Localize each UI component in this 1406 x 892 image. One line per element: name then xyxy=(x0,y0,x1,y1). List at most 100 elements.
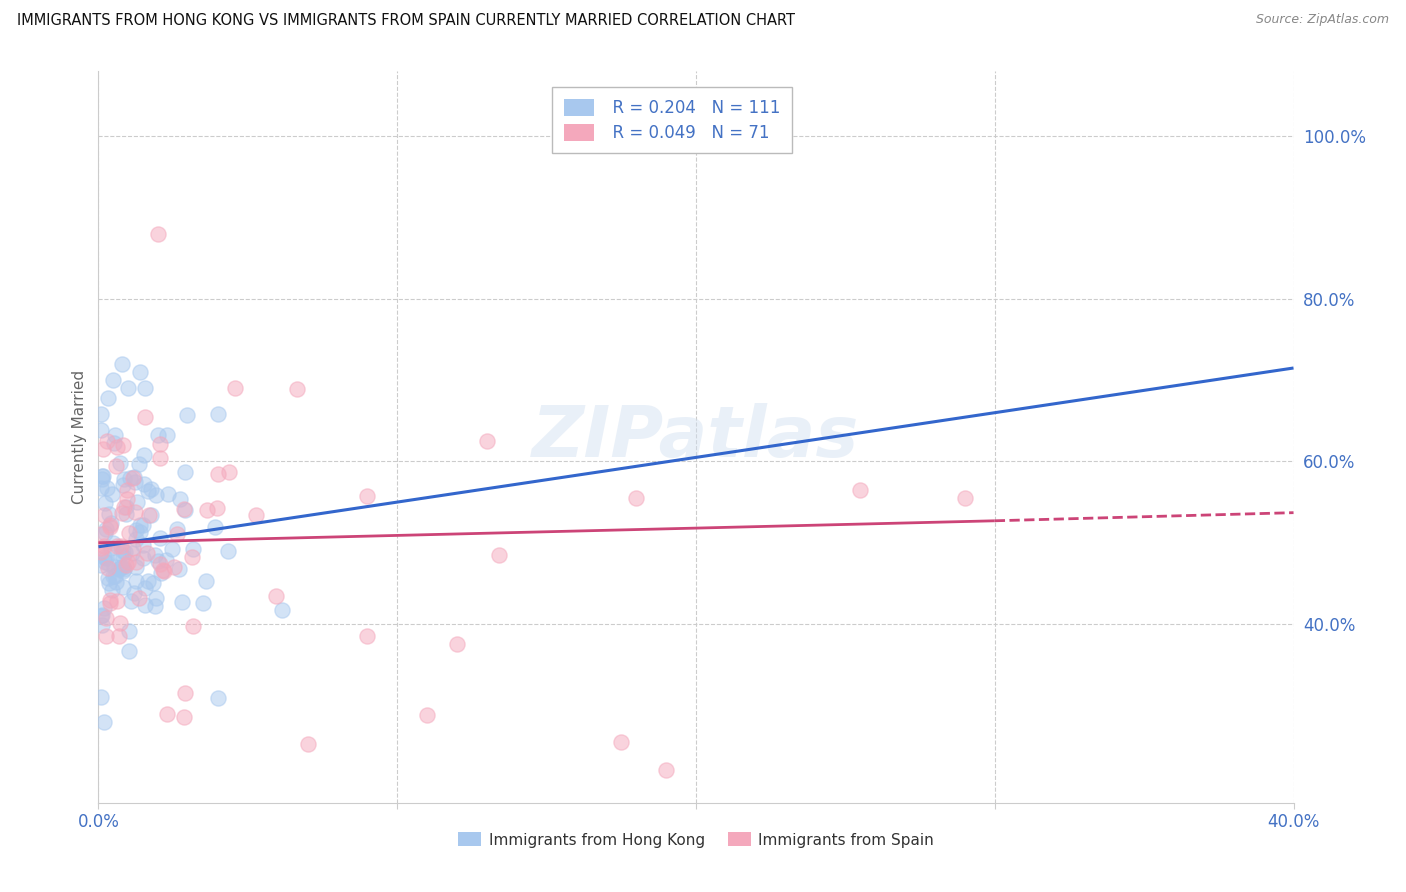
Point xyxy=(98,520,121,534)
Point xyxy=(122,471,145,485)
Point xyxy=(114,507,136,521)
Point xyxy=(98,508,121,522)
Point xyxy=(191,596,214,610)
Point xyxy=(207,690,229,705)
Point xyxy=(90,609,112,624)
Point xyxy=(146,428,169,442)
Point xyxy=(105,440,128,454)
Point xyxy=(112,562,135,576)
Point xyxy=(96,629,118,643)
Point xyxy=(173,710,195,724)
Point xyxy=(125,532,148,546)
Point xyxy=(138,508,160,522)
Point xyxy=(90,558,112,573)
Point xyxy=(117,555,139,569)
Point xyxy=(108,562,131,576)
Point xyxy=(271,603,294,617)
Point xyxy=(128,457,150,471)
Point xyxy=(167,562,190,576)
Point xyxy=(91,618,114,632)
Point xyxy=(94,550,117,565)
Point xyxy=(218,465,240,479)
Point xyxy=(110,560,132,574)
Point xyxy=(96,434,118,448)
Point xyxy=(112,500,135,514)
Point xyxy=(145,591,167,605)
Point xyxy=(155,553,177,567)
Point xyxy=(139,482,162,496)
Point xyxy=(96,522,118,536)
Point xyxy=(285,382,308,396)
Point xyxy=(91,469,114,483)
Point xyxy=(90,541,112,555)
Point xyxy=(112,544,135,558)
Point xyxy=(152,563,174,577)
Point xyxy=(207,467,229,482)
Point xyxy=(139,508,162,523)
Point xyxy=(97,391,120,405)
Point xyxy=(245,508,267,522)
Point xyxy=(90,407,112,421)
Point xyxy=(118,644,141,658)
Point xyxy=(416,708,439,723)
Point xyxy=(117,381,139,395)
Point xyxy=(173,502,195,516)
Point xyxy=(103,373,125,387)
Point xyxy=(150,566,173,580)
Point xyxy=(104,458,127,473)
Point xyxy=(97,561,120,575)
Point xyxy=(356,629,378,643)
Point xyxy=(90,472,112,486)
Point xyxy=(205,500,228,515)
Point xyxy=(953,491,976,505)
Point xyxy=(180,549,202,564)
Point xyxy=(98,596,121,610)
Point xyxy=(136,484,159,499)
Point xyxy=(108,616,131,631)
Point xyxy=(125,555,148,569)
Point xyxy=(134,381,156,395)
Point xyxy=(173,686,195,700)
Point xyxy=(142,576,165,591)
Point xyxy=(90,544,112,558)
Point xyxy=(93,550,115,565)
Point xyxy=(475,434,498,449)
Point xyxy=(297,737,319,751)
Point xyxy=(94,555,117,569)
Point xyxy=(107,539,129,553)
Point xyxy=(172,595,194,609)
Point xyxy=(149,557,172,571)
Point xyxy=(104,569,127,583)
Point xyxy=(626,491,648,505)
Legend: Immigrants from Hong Kong, Immigrants from Spain: Immigrants from Hong Kong, Immigrants fr… xyxy=(451,826,941,854)
Point xyxy=(101,569,124,583)
Point xyxy=(114,558,136,572)
Point xyxy=(98,518,121,533)
Point xyxy=(156,427,179,442)
Point xyxy=(134,449,156,463)
Point xyxy=(149,437,172,451)
Point xyxy=(849,483,872,497)
Point xyxy=(129,365,152,379)
Point xyxy=(104,575,127,590)
Point xyxy=(129,524,152,539)
Point xyxy=(90,481,112,495)
Point xyxy=(118,525,141,540)
Point xyxy=(111,438,134,452)
Point xyxy=(143,548,166,562)
Point xyxy=(488,548,510,562)
Point xyxy=(100,541,122,556)
Point xyxy=(134,598,156,612)
Point xyxy=(136,574,159,589)
Point xyxy=(264,590,287,604)
Point xyxy=(115,491,138,506)
Point xyxy=(174,503,197,517)
Point xyxy=(181,619,204,633)
Point xyxy=(114,545,136,559)
Point xyxy=(124,504,146,518)
Point xyxy=(101,487,124,501)
Point xyxy=(224,381,246,395)
Point xyxy=(91,442,114,456)
Point xyxy=(93,601,115,615)
Point xyxy=(204,520,226,534)
